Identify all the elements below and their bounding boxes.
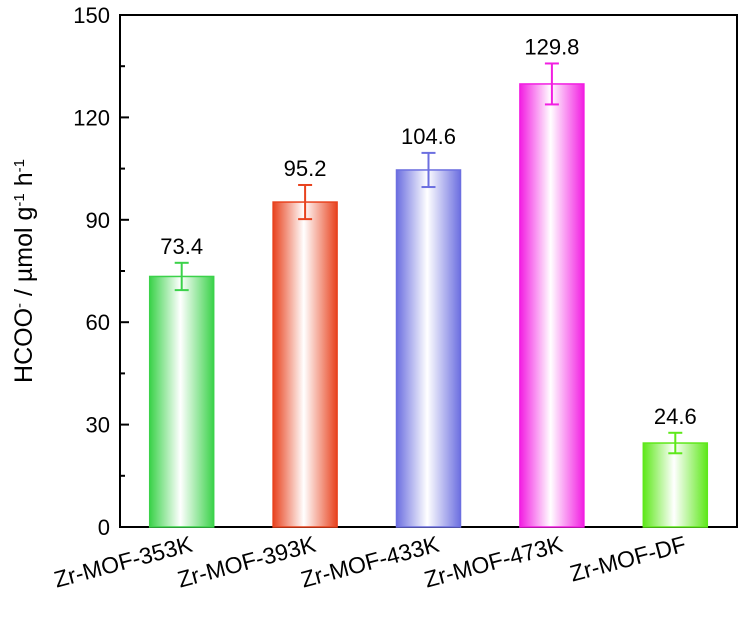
data-label: 104.6 xyxy=(401,124,456,149)
data-label: 129.8 xyxy=(524,34,579,59)
data-label: 73.4 xyxy=(160,234,203,259)
y-tick-label: 120 xyxy=(73,105,110,130)
y-tick-label: 0 xyxy=(98,515,110,540)
bar-zr-mof-df xyxy=(642,442,709,528)
y-axis-label-text: h xyxy=(10,172,38,193)
y-axis-label-superscript: -1 xyxy=(11,193,28,206)
y-axis-label-text: HCOO xyxy=(10,308,38,383)
data-label: 24.6 xyxy=(654,404,697,429)
bar-zr-mof-473k xyxy=(519,83,585,528)
x-tick-label: Zr-MOF-DF xyxy=(567,531,688,587)
data-label: 95.2 xyxy=(284,156,327,181)
x-tick-label: Zr-MOF-473K xyxy=(421,531,565,593)
y-axis-label-text: / µmol g xyxy=(10,207,38,303)
y-tick-label: 150 xyxy=(73,3,110,28)
y-tick-label: 30 xyxy=(86,413,110,438)
y-axis-label-superscript: - xyxy=(11,303,28,308)
bar-zr-mof-393k xyxy=(272,201,338,528)
y-axis-label-superscript: -1 xyxy=(11,159,28,172)
x-tick-label: Zr-MOF-433K xyxy=(298,531,442,593)
y-axis-label: HCOO- / µmol g-1 h-1 xyxy=(10,159,38,383)
x-tick-label: Zr-MOF-393K xyxy=(175,531,319,593)
y-tick-label: 90 xyxy=(86,208,110,233)
bar-zr-mof-433k xyxy=(395,169,462,528)
x-tick-label: Zr-MOF-353K xyxy=(51,531,195,593)
bar-zr-mof-353k xyxy=(148,275,215,528)
y-tick-label: 60 xyxy=(86,310,110,335)
